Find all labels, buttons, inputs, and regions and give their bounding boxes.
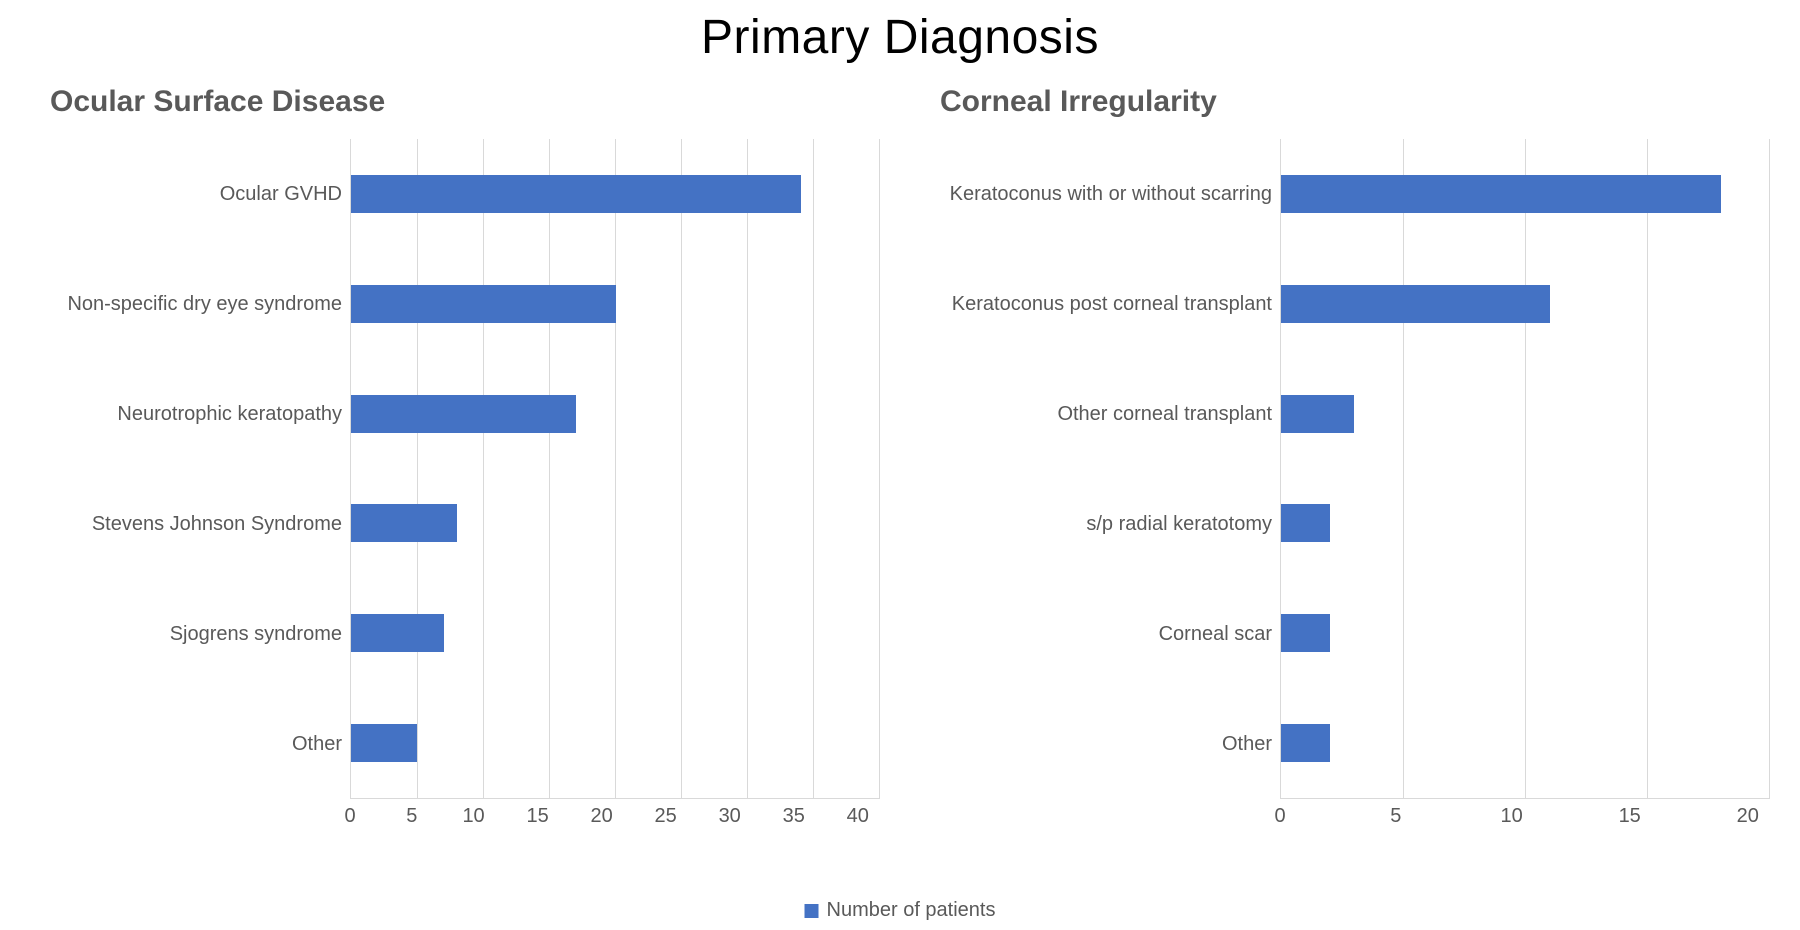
x-tick: 15 [1619, 805, 1641, 828]
legend-label: Number of patients [827, 899, 996, 922]
right-chart-body: Keratoconus with or without scarring Ker… [920, 139, 1770, 799]
right-y-label: Other [1222, 733, 1272, 755]
left-x-axis: 0510152025303540 [350, 799, 880, 828]
right-y-label: s/p radial keratotomy [1086, 513, 1272, 535]
bar [351, 724, 417, 762]
left-y-label: Neurotrophic keratopathy [117, 403, 342, 425]
charts-row: Ocular Surface Disease Ocular GVHD Non-s… [0, 85, 1800, 828]
left-y-label: Ocular GVHD [220, 183, 342, 205]
bar [351, 175, 801, 213]
left-chart-panel: Ocular Surface Disease Ocular GVHD Non-s… [30, 85, 880, 828]
bar [1281, 395, 1354, 433]
page-title: Primary Diagnosis [0, 10, 1800, 65]
left-chart-title: Ocular Surface Disease [50, 85, 880, 119]
right-y-label: Other corneal transplant [1057, 403, 1272, 425]
bar [351, 285, 616, 323]
left-y-label: Stevens Johnson Syndrome [92, 513, 342, 535]
x-tick: 5 [1386, 805, 1406, 828]
legend-swatch [805, 904, 819, 918]
legend: Number of patients [805, 899, 996, 922]
x-tick: 10 [462, 805, 484, 828]
left-plot-area [350, 139, 880, 799]
bar [1281, 724, 1330, 762]
bar [1281, 504, 1330, 542]
x-tick: 0 [1270, 805, 1290, 828]
right-x-axis: 05101520 [1280, 799, 1770, 828]
x-tick: 20 [1737, 805, 1759, 828]
bar [351, 395, 576, 433]
right-y-label: Keratoconus post corneal transplant [952, 293, 1272, 315]
x-tick: 10 [1501, 805, 1523, 828]
bar [351, 504, 457, 542]
right-y-label: Keratoconus with or without scarring [950, 183, 1272, 205]
x-tick: 30 [719, 805, 741, 828]
right-bars [1281, 139, 1770, 798]
x-tick: 25 [655, 805, 677, 828]
bar [351, 614, 444, 652]
right-chart-panel: Corneal Irregularity Keratoconus with or… [920, 85, 1770, 828]
x-tick: 40 [847, 805, 869, 828]
right-chart-title: Corneal Irregularity [940, 85, 1770, 119]
bar [1281, 285, 1550, 323]
x-tick: 20 [591, 805, 613, 828]
x-tick: 15 [526, 805, 548, 828]
x-tick: 0 [340, 805, 360, 828]
right-plot-area [1280, 139, 1770, 799]
left-y-labels: Ocular GVHD Non-specific dry eye syndrom… [30, 139, 350, 799]
bar [1281, 614, 1330, 652]
left-y-label: Other [292, 733, 342, 755]
left-y-label: Sjogrens syndrome [170, 623, 342, 645]
x-tick: 35 [783, 805, 805, 828]
left-chart-body: Ocular GVHD Non-specific dry eye syndrom… [30, 139, 880, 799]
left-bars [351, 139, 880, 798]
x-tick: 5 [402, 805, 422, 828]
right-y-labels: Keratoconus with or without scarring Ker… [920, 139, 1280, 799]
left-y-label: Non-specific dry eye syndrome [67, 293, 342, 315]
right-y-label: Corneal scar [1159, 623, 1272, 645]
bar [1281, 175, 1721, 213]
